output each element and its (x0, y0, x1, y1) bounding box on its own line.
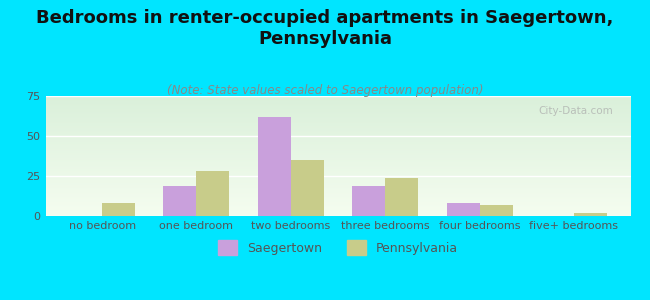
Bar (102, 203, 135, 216)
Text: City-Data.com: City-Data.com (538, 106, 613, 116)
Text: (Note: State values scaled to Saegertown population): (Note: State values scaled to Saegertown… (167, 84, 483, 97)
Bar (291, 160, 324, 216)
Text: Bedrooms in renter-occupied apartments in Saegertown,
Pennsylvania: Bedrooms in renter-occupied apartments i… (36, 9, 614, 48)
Bar (196, 171, 229, 216)
Legend: Saegertown, Pennsylvania: Saegertown, Pennsylvania (213, 235, 463, 260)
Bar (163, 186, 196, 216)
Bar (574, 213, 607, 216)
Bar (258, 117, 291, 216)
Bar (447, 203, 480, 216)
Bar (352, 186, 385, 216)
Bar (385, 178, 418, 216)
Bar (480, 205, 513, 216)
